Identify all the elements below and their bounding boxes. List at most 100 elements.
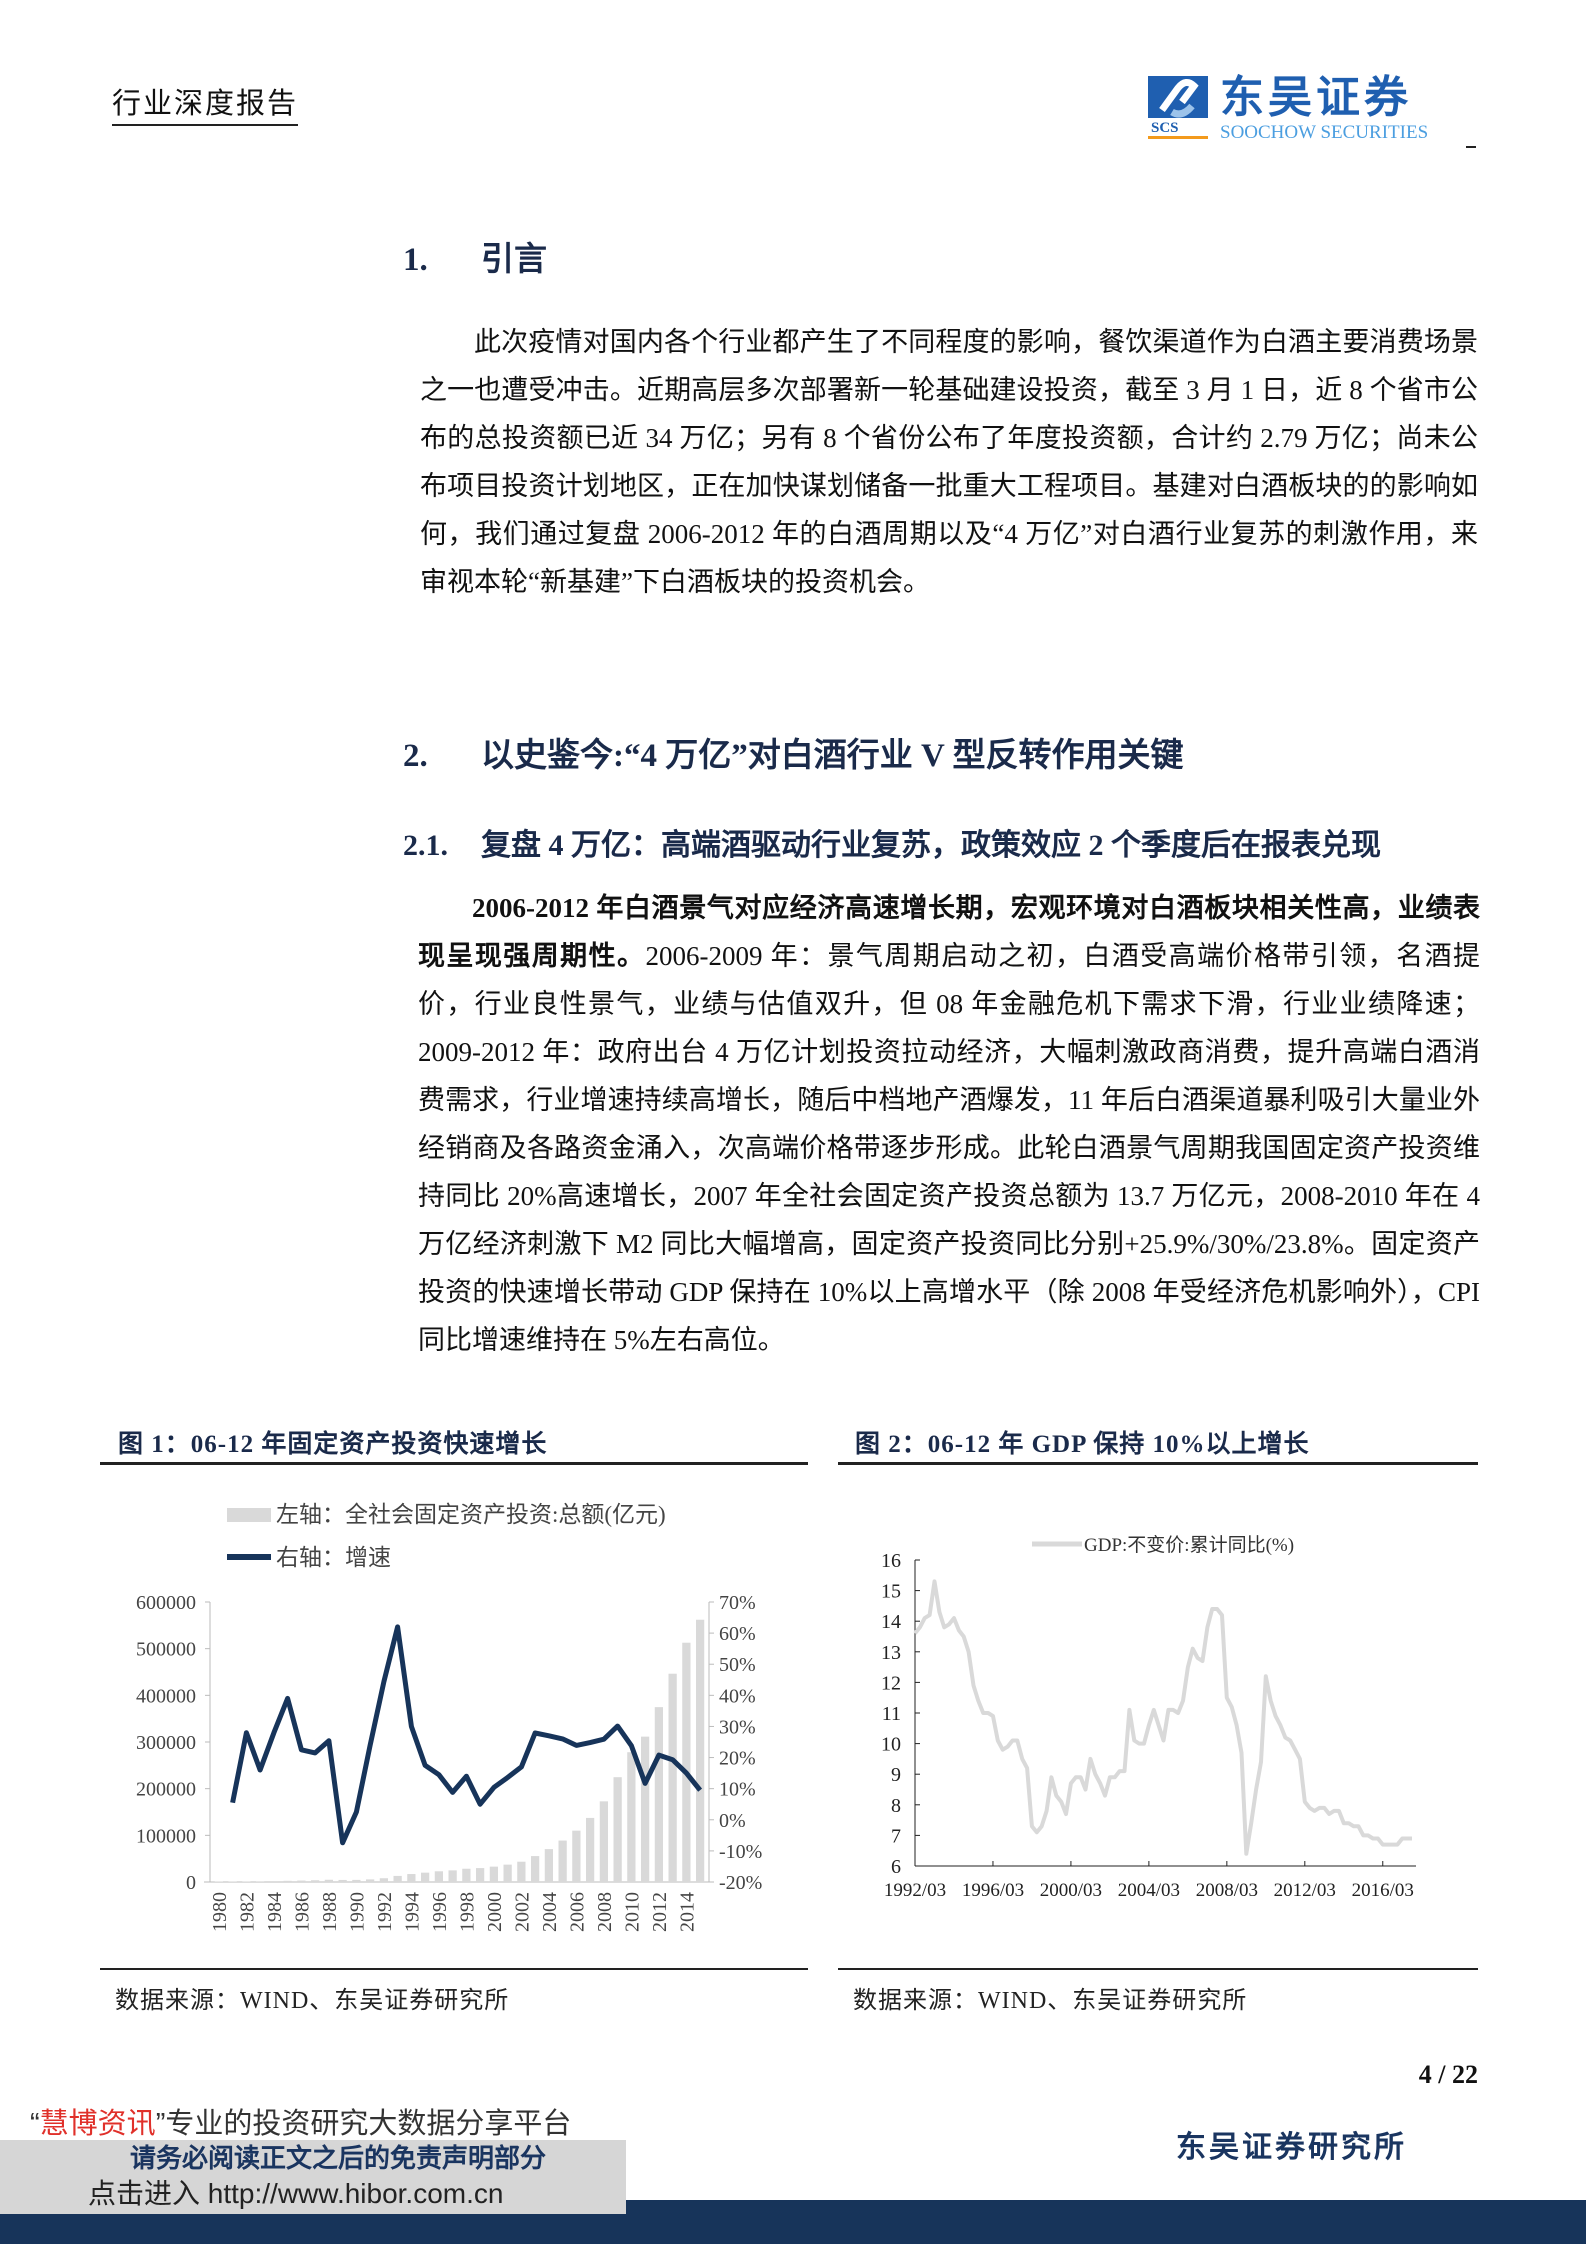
section-2-1-heading: 2.1. 复盘 4 万亿：高端酒驱动行业复苏，政策效应 2 个季度后在报表兑现 <box>403 820 1381 864</box>
report-type: 行业深度报告 <box>112 80 299 126</box>
x-tick-label: 2002 <box>511 1892 533 1932</box>
right-tick-label: 10% <box>719 1779 756 1801</box>
y-tick-label: 6 <box>891 1856 901 1878</box>
figure-1-title: 图 1：06-12 年固定资产投资快速增长 <box>118 1431 548 1458</box>
bar-2004 <box>544 1849 553 1882</box>
bar-1989 <box>338 1879 347 1882</box>
watermark-link[interactable]: 点击进入 http://www.hibor.com.cn <box>88 2178 504 2209</box>
right-tick-label: 20% <box>719 1748 756 1770</box>
x-tick-label: 2010 <box>621 1892 643 1932</box>
x-tick-label: 2008 <box>594 1892 616 1932</box>
x-tick-label: 1990 <box>346 1892 368 1932</box>
y-tick-label: 15 <box>881 1581 901 1603</box>
x-tick-label: 2004/03 <box>1118 1880 1180 1901</box>
key-finding: 2006-2012 年白酒景气对应经济高速增长期，宏观环境对白酒板块相关性高，业… <box>418 893 1480 971</box>
section-title: 以史鉴今:“4 万亿”对白酒行业 V 型反转作用关键 <box>481 738 1184 774</box>
x-tick-label: 2000/03 <box>1040 1880 1102 1901</box>
left-tick-label: 100000 <box>136 1825 196 1847</box>
bar-2006 <box>572 1830 581 1882</box>
legend-line-label: 右轴：增速 <box>276 1545 391 1570</box>
quote-close: ” <box>155 2108 166 2140</box>
figure-2-top-rule <box>838 1462 1478 1465</box>
watermark-box <box>0 2140 626 2214</box>
bar-1983 <box>256 1881 265 1882</box>
y-tick-label: 8 <box>891 1795 901 1817</box>
growth-line <box>230 1624 703 1846</box>
x-tick-label: 1992/03 <box>884 1880 946 1901</box>
bar-2010 <box>627 1752 636 1882</box>
bar-2000 <box>489 1866 498 1882</box>
x-tick-label: 1984 <box>264 1892 286 1932</box>
y-tick-label: 12 <box>881 1672 901 1694</box>
y-tick-label: 14 <box>881 1611 901 1633</box>
section-2-1-paragraph: 2006-2012 年白酒景气对应经济高速增长期，宏观环境对白酒板块相关性高，业… <box>418 884 1480 1364</box>
bar-2012 <box>654 1707 663 1882</box>
legend-bar-label: 左轴：全社会固定资产投资:总额(亿元) <box>276 1502 666 1527</box>
svg-text:SCS: SCS <box>1151 120 1179 136</box>
figure-1-chart: 左轴：全社会固定资产投资:总额(亿元) 右轴：增速 600000 500000 4000… <box>136 1502 762 1932</box>
y-tick-label: 7 <box>891 1825 901 1847</box>
bar-1982 <box>242 1881 251 1882</box>
page-number: 4 / 22 <box>1418 2060 1478 2089</box>
x-tick-label: 1988 <box>319 1892 341 1932</box>
section-title: 引言 <box>481 242 547 278</box>
section-2-heading: 2. 以史鉴今:“4 万亿”对白酒行业 V 型反转作用关键 <box>403 728 1183 776</box>
bar-2015 <box>696 1619 705 1882</box>
bar-1984 <box>269 1881 278 1882</box>
x-tick-label: 1996/03 <box>962 1880 1024 1901</box>
left-tick-label: 200000 <box>136 1779 196 1801</box>
bar-1992 <box>379 1878 388 1882</box>
x-tick-label: 2008/03 <box>1196 1880 1258 1901</box>
y-tick-label: 13 <box>881 1642 901 1664</box>
bar-1999 <box>476 1868 485 1882</box>
legend-bar-swatch <box>227 1508 271 1522</box>
y-tick-label: 10 <box>881 1734 901 1756</box>
bar-2011 <box>641 1736 650 1882</box>
x-tick-label: 1982 <box>236 1892 258 1932</box>
watermark-slogan: “慧博资讯”专业的投资研究大数据分享平台 <box>30 2108 571 2140</box>
y-tick-label: 16 <box>881 1550 901 1572</box>
left-tick-label: 0 <box>186 1872 196 1894</box>
section-number: 2. <box>403 738 428 774</box>
bar-2008 <box>599 1801 608 1882</box>
bar-2014 <box>682 1642 691 1882</box>
footer-institute: 东吴证券研究所 <box>1176 2131 1407 2164</box>
y-tick-label: 11 <box>882 1703 901 1725</box>
figure-1-bottom-rule <box>100 1968 808 1970</box>
svg-text:SOOCHOW SECURITIES: SOOCHOW SECURITIES <box>1220 122 1428 142</box>
bar-1996 <box>434 1871 443 1882</box>
bar-1988 <box>324 1879 333 1882</box>
x-tick-label: 1996 <box>429 1892 451 1932</box>
x-tick-label: 1992 <box>374 1892 396 1932</box>
bar-2003 <box>531 1856 540 1882</box>
bar-1987 <box>311 1880 320 1882</box>
bar-2002 <box>517 1861 526 1882</box>
bar-1986 <box>297 1880 306 1882</box>
right-tick-label: 0% <box>719 1810 746 1832</box>
figure-2-title: 图 2：06-12 年 GDP 保持 10%以上增长 <box>855 1431 1310 1458</box>
right-tick-label: 30% <box>719 1716 756 1738</box>
bar-1985 <box>283 1880 292 1882</box>
intro-paragraph: 此次疫情对国内各个行业都产生了不同程度的影响，餐饮渠道作为白酒主要消费场景之一也… <box>420 327 1478 597</box>
left-tick-label: 300000 <box>136 1732 196 1754</box>
right-tick-label: -20% <box>719 1872 762 1894</box>
legend-label: GDP:不变价:累计同比(%) <box>1084 1534 1294 1556</box>
left-tick-label: 500000 <box>136 1639 196 1661</box>
x-tick-label: 2012/03 <box>1274 1880 1336 1901</box>
left-tick-label: 600000 <box>136 1592 196 1614</box>
bar-2001 <box>503 1864 512 1882</box>
bar-2009 <box>613 1777 622 1882</box>
figure-2-bottom-rule <box>838 1968 1478 1970</box>
right-tick-label: 60% <box>719 1623 756 1645</box>
bar-2007 <box>586 1817 595 1882</box>
x-tick-label: 2006 <box>566 1892 588 1932</box>
figure-1-top-rule <box>100 1462 808 1465</box>
gdp-growth-line <box>913 1579 1412 1856</box>
section-1-heading: 1. 引言 <box>403 232 547 280</box>
watermark-text: 专业的投资研究大数据分享平台 <box>165 2108 572 2140</box>
bar-1998 <box>462 1868 471 1882</box>
left-tick-label: 400000 <box>136 1685 196 1707</box>
x-tick-label: 2016/03 <box>1352 1880 1414 1901</box>
x-tick-label: 1994 <box>401 1892 423 1932</box>
disclaimer-note: 请务必阅读正文之后的免责声明部分 <box>130 2144 547 2173</box>
